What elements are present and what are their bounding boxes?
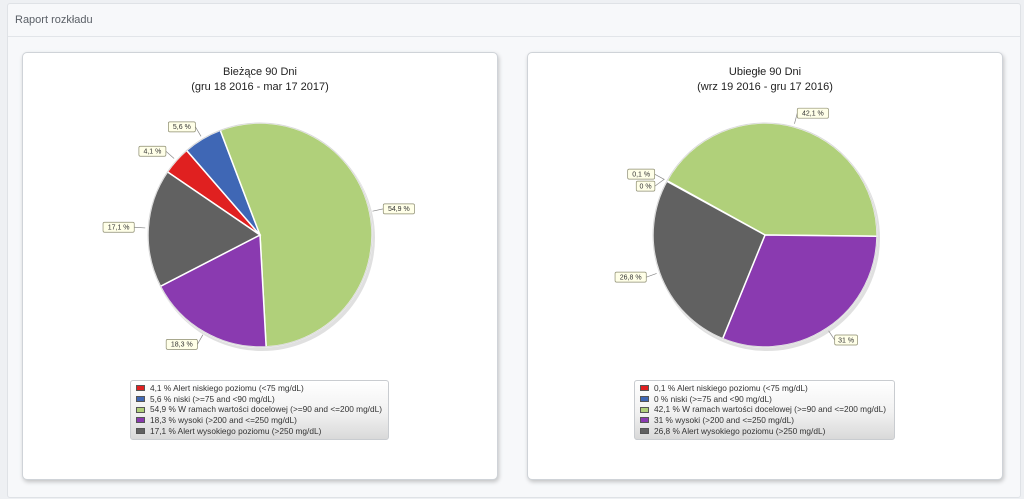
data-label-box (614, 271, 647, 283)
pie-slice (147, 170, 262, 288)
data-label-connector (197, 334, 204, 345)
data-label-box (627, 168, 656, 180)
legend-label: 18,3 % wysoki (>200 and <=250 mg/dL) (150, 415, 297, 426)
data-label: 26,8 % (620, 274, 642, 281)
data-label-connector (195, 126, 202, 137)
data-label-connector (646, 273, 657, 278)
data-label-box (102, 221, 135, 233)
legend-label: 4,1 % Alert niskiego poziomu (<75 mg/dL) (150, 383, 304, 393)
chart-current-90-days: 4,1 % 5,6 % 54,9 % 18,3 % 17,1 % Bieżące 90 … (22, 52, 498, 480)
chart-title: Bieżące 90 Dni (223, 66, 297, 78)
data-label: 18,3 % (171, 342, 193, 349)
pie-outline (652, 122, 878, 348)
legend-swatch (640, 396, 649, 403)
pie-chart-previous: 0,1 % 0 % 42,1 % 31 % 26,8 % (614, 107, 880, 351)
data-label: 5,6 % (173, 124, 191, 131)
pie-slice (159, 233, 267, 348)
pie-slice (721, 234, 878, 348)
chart-subtitle: (gru 18 2016 - mar 17 2017) (191, 81, 329, 93)
data-label-connector (134, 226, 146, 229)
legend-label: 17,1 % Alert wysokiego poziomu (>250 mg/… (150, 425, 322, 436)
legend-label: 42,1 % W ramach wartości docelowej (>=90… (654, 404, 886, 415)
pie-slice (219, 122, 373, 348)
data-label-box (834, 334, 858, 346)
data-label: 17,1 % (108, 225, 130, 232)
data-label: 42,1 % (802, 111, 824, 118)
data-label-box (168, 121, 196, 133)
data-label: 4,1 % (143, 149, 161, 156)
legend-swatch (136, 406, 145, 413)
legend-label: 54,9 % W ramach wartości docelowej (>=90… (150, 404, 382, 415)
legend-item: 54,9 % W ramach wartości docelowej (>=90… (136, 404, 388, 415)
data-label-box (138, 145, 167, 157)
chart-previous-90-days: 0,1 % 0 % 42,1 % 31 % 26,8 % Ubiegłe 90 Dni … (527, 52, 1003, 480)
legend-label: 0,1 % Alert niskiego poziomu (<75 mg/dL) (654, 383, 808, 393)
legend-swatch (640, 406, 649, 413)
pie-slice (666, 122, 878, 237)
legend-swatch (640, 428, 649, 435)
chart-legend: 4,1 % Alert niskiego poziomu (<75 mg/dL)… (130, 380, 389, 440)
data-label: 0,1 % (632, 171, 650, 178)
data-label-connector (794, 113, 798, 124)
legend-label: 5,6 % niski (>=75 and <90 mg/dL) (150, 393, 275, 404)
panel-title: Raport rozkładu (8, 4, 1020, 37)
legend-swatch (136, 417, 145, 424)
chart-subtitle: (wrz 19 2016 - gru 17 2016) (697, 81, 833, 93)
chart-title: Ubiegłe 90 Dni (728, 66, 802, 78)
legend-label: 31 % wysoki (>200 and <=250 mg/dL) (654, 415, 794, 426)
data-label-connector (828, 330, 835, 341)
legend-swatch (640, 385, 649, 392)
chart-legend: 0,1 % Alert niskiego poziomu (<75 mg/dL)… (634, 380, 895, 440)
legend-item: 0 % niski (>=75 and <90 mg/dL) (640, 394, 894, 405)
data-label-connector (372, 208, 384, 212)
data-label: 0 % (640, 183, 652, 190)
data-label-box (165, 338, 198, 350)
data-label-box (382, 203, 415, 215)
legend-swatch (136, 385, 145, 392)
pie-slice (652, 180, 766, 340)
legend-swatch (136, 396, 145, 403)
legend-item: 0,1 % Alert niskiego poziomu (<75 mg/dL) (640, 383, 894, 394)
legend-item: 4,1 % Alert niskiego poziomu (<75 mg/dL) (136, 383, 388, 394)
pie-outline (147, 122, 373, 348)
legend-label: 0 % niski (>=75 and <90 mg/dL) (654, 393, 772, 404)
legend-item: 26,8 % Alert wysokiego poziomu (>250 mg/… (640, 426, 894, 437)
data-label-box (796, 107, 829, 119)
legend-item: 5,6 % niski (>=75 and <90 mg/dL) (136, 394, 388, 405)
data-label: 54,9 % (388, 206, 410, 213)
data-label: 31 % (838, 337, 854, 344)
pie-chart-current: 4,1 % 5,6 % 54,9 % 18,3 % 17,1 % (102, 121, 415, 351)
legend-swatch (136, 428, 145, 435)
legend-item: 17,1 % Alert wysokiego poziomu (>250 mg/… (136, 426, 388, 437)
data-label-connector (165, 150, 175, 159)
data-label-box (635, 180, 656, 192)
legend-item: 18,3 % wysoki (>200 and <=250 mg/dL) (136, 415, 388, 426)
data-label-connector (654, 178, 665, 187)
legend-item: 31 % wysoki (>200 and <=250 mg/dL) (640, 415, 894, 426)
data-label-connector (654, 173, 665, 180)
legend-item: 42,1 % W ramach wartości docelowej (>=90… (640, 404, 894, 415)
legend-label: 26,8 % Alert wysokiego poziomu (>250 mg/… (654, 425, 826, 436)
legend-swatch (640, 417, 649, 424)
